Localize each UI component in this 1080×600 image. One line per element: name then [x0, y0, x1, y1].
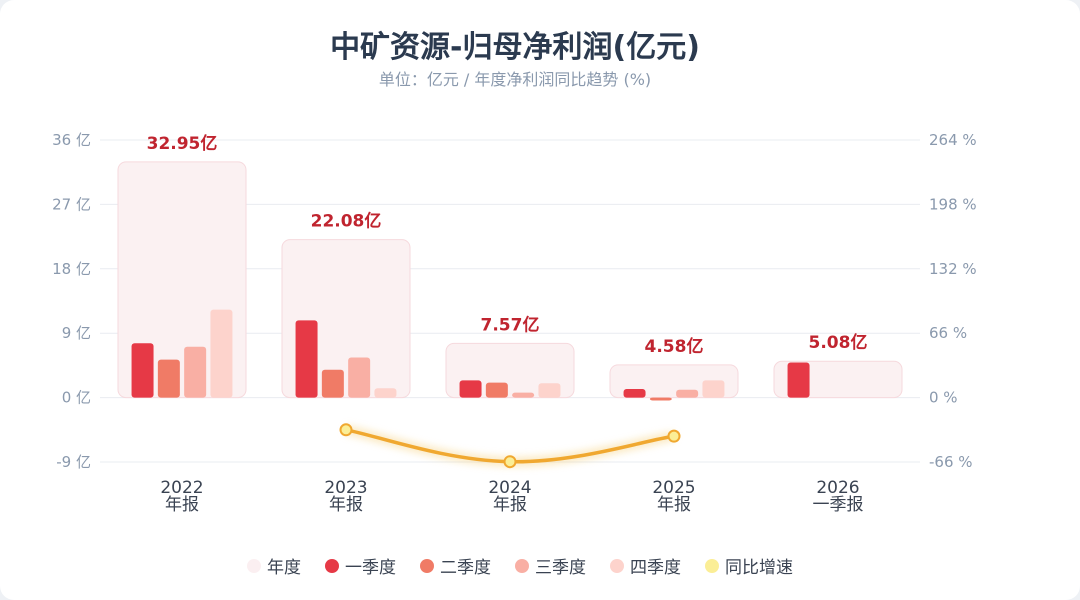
legend-label: 二季度 — [440, 558, 491, 578]
legend-swatch — [515, 558, 529, 573]
y-left-tick-label: -9 亿 — [56, 453, 91, 471]
annual-value-label: 32.95亿 — [147, 133, 218, 154]
y-right-tick-label: 132 % — [929, 260, 977, 278]
chart-subtitle: 单位：亿元 / 年度净利润同比趋势 (%) — [378, 70, 652, 89]
quarter-bar — [321, 369, 344, 398]
y-right-tick-label: 0 % — [929, 389, 958, 407]
legend-label: 四季度 — [630, 558, 681, 578]
annual-value-label: 5.08亿 — [809, 332, 868, 353]
yoy-point — [339, 423, 353, 437]
y-right-tick-label: 198 % — [929, 195, 977, 213]
x-tick-year: 2025 — [652, 478, 695, 498]
y-left-tick-label: 0 亿 — [62, 389, 91, 407]
legend-swatch — [705, 558, 719, 573]
x-tick-period: 一季报 — [813, 495, 864, 515]
y-left-tick-label: 9 亿 — [62, 324, 91, 342]
quarter-bar — [538, 383, 561, 398]
y-left-tick-label: 36 亿 — [52, 131, 91, 149]
quarter-bar — [623, 389, 646, 398]
x-tick-year: 2023 — [324, 478, 367, 498]
quarter-bar — [374, 388, 397, 398]
legend-swatch — [610, 558, 624, 573]
x-tick-period: 年报 — [329, 495, 363, 515]
y-right-tick-label: 66 % — [929, 324, 967, 342]
quarter-bar — [184, 346, 207, 398]
y-left-tick-label: 27 亿 — [52, 195, 91, 213]
annual-value-label: 7.57亿 — [481, 314, 540, 335]
legend-label: 一季度 — [345, 558, 396, 578]
quarter-bar — [459, 380, 482, 398]
x-tick-year: 2024 — [488, 478, 531, 498]
quarter-bar — [512, 392, 535, 398]
quarter-bar — [157, 359, 180, 398]
legend-item[interactable]: 二季度 — [420, 553, 491, 578]
legend-item[interactable]: 同比增速 — [705, 553, 793, 578]
legend-label: 同比增速 — [725, 558, 793, 578]
annual-value-label: 22.08亿 — [311, 211, 382, 232]
quarter-bar — [649, 397, 672, 401]
legend-swatch — [420, 558, 434, 573]
yoy-point — [667, 429, 681, 443]
y-right-tick-label: 264 % — [929, 131, 977, 149]
quarter-bar — [295, 320, 318, 398]
quarter-bar — [210, 309, 233, 398]
yoy-point — [503, 455, 517, 469]
y-right-tick-label: -66 % — [929, 453, 973, 471]
legend-item[interactable]: 三季度 — [515, 553, 586, 578]
chart-title: 中矿资源-归母净利润(亿元) — [330, 30, 700, 65]
x-tick-year: 2026 — [816, 478, 859, 498]
legend-item[interactable]: 四季度 — [610, 553, 681, 578]
quarter-bar — [787, 362, 810, 398]
x-tick-period: 年报 — [657, 495, 691, 515]
x-tick-year: 2022 — [160, 478, 203, 498]
legend-label: 三季度 — [535, 558, 586, 578]
legend-swatch — [325, 558, 339, 573]
quarter-bar — [702, 380, 725, 398]
x-tick-period: 年报 — [493, 495, 527, 515]
legend-item[interactable]: 一季度 — [325, 553, 396, 578]
quarter-bar — [485, 382, 508, 398]
x-tick-period: 年报 — [165, 495, 199, 515]
legend-swatch — [247, 558, 261, 573]
y-left-tick-label: 18 亿 — [52, 260, 91, 278]
legend-label: 年度 — [267, 558, 301, 578]
chart-legend: 年度 一季度 二季度 三季度 四季度 同比增速 — [0, 553, 1040, 578]
quarter-bar — [131, 343, 154, 398]
quarter-bar — [348, 357, 371, 398]
legend-item[interactable]: 年度 — [247, 553, 301, 578]
quarter-bar — [676, 389, 699, 398]
annual-value-label: 4.58亿 — [645, 336, 704, 357]
